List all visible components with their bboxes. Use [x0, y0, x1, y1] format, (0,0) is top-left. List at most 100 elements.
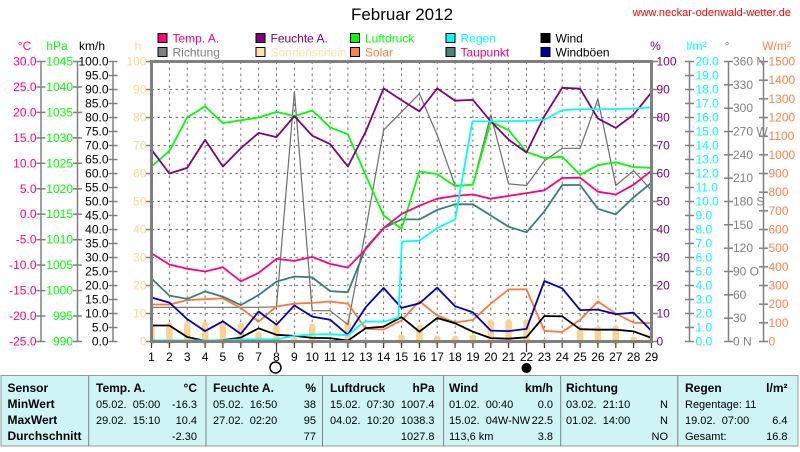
svg-text:3.0: 3.0: [696, 293, 713, 307]
svg-text:5.0: 5.0: [20, 182, 37, 196]
svg-text:30.0: 30.0: [13, 55, 37, 69]
svg-text:1005: 1005: [46, 258, 73, 272]
svg-text:Februar 2012: Februar 2012: [351, 5, 453, 24]
svg-text:%: %: [650, 39, 661, 53]
svg-text:28: 28: [627, 350, 641, 364]
svg-text:400: 400: [769, 260, 789, 274]
svg-text:700: 700: [769, 204, 789, 218]
svg-text:15: 15: [395, 350, 409, 364]
svg-text:-20.0: -20.0: [9, 309, 37, 323]
svg-text:-16.3: -16.3: [172, 399, 197, 411]
svg-text:14.0: 14.0: [696, 139, 720, 153]
svg-text:300: 300: [733, 101, 753, 115]
svg-text:h: h: [135, 39, 142, 53]
svg-text:1000: 1000: [46, 284, 73, 298]
svg-text:Wind: Wind: [556, 32, 583, 46]
svg-text:1000: 1000: [769, 148, 796, 162]
svg-text:6.4: 6.4: [772, 415, 787, 427]
svg-text:1.0: 1.0: [696, 321, 713, 335]
svg-text:100: 100: [657, 55, 677, 69]
svg-text:1: 1: [148, 350, 155, 364]
svg-text:10: 10: [306, 350, 320, 364]
svg-text:Feuchte A.: Feuchte A.: [271, 32, 328, 46]
svg-text:60: 60: [657, 167, 671, 181]
svg-text:1400: 1400: [769, 73, 796, 87]
svg-text:Regen: Regen: [685, 381, 722, 395]
svg-text:23: 23: [538, 350, 552, 364]
svg-text:15.02. 07:30: 15.02. 07:30: [330, 399, 394, 411]
svg-text:50: 50: [657, 195, 671, 209]
svg-text:-2.30: -2.30: [172, 431, 197, 443]
svg-text:l/m²: l/m²: [766, 381, 787, 395]
svg-text:20.0: 20.0: [13, 105, 37, 119]
svg-text:100.0: 100.0: [78, 55, 108, 69]
svg-text:l/m²: l/m²: [687, 39, 707, 53]
svg-text:30: 30: [133, 251, 147, 265]
svg-text:10.0: 10.0: [696, 195, 720, 209]
svg-text:90: 90: [133, 83, 147, 97]
svg-text:90 O: 90 O: [733, 265, 759, 279]
svg-text:Wind: Wind: [449, 381, 478, 395]
svg-text:360 N: 360 N: [733, 55, 765, 69]
svg-text:30.0: 30.0: [85, 251, 109, 265]
svg-text:3.8: 3.8: [538, 431, 553, 443]
svg-text:1040: 1040: [46, 80, 73, 94]
svg-text:24: 24: [556, 350, 570, 364]
svg-text:300: 300: [769, 279, 789, 293]
svg-text:150: 150: [733, 218, 753, 232]
svg-text:km/h: km/h: [79, 39, 105, 53]
svg-text:1015: 1015: [46, 207, 73, 221]
svg-text:03.02. 21:10: 03.02. 21:10: [566, 399, 630, 411]
svg-text:270 W: 270 W: [733, 125, 768, 139]
svg-text:04.02. 10:20: 04.02. 10:20: [330, 415, 394, 427]
svg-text:38: 38: [304, 399, 316, 411]
svg-text:80: 80: [133, 111, 147, 125]
svg-text:1030: 1030: [46, 131, 73, 145]
svg-text:35.0: 35.0: [85, 237, 109, 251]
svg-text:9.0: 9.0: [696, 209, 713, 223]
svg-text:330: 330: [733, 78, 753, 92]
svg-text:25.0: 25.0: [85, 265, 109, 279]
svg-text:2: 2: [166, 350, 173, 364]
svg-text:0: 0: [769, 335, 776, 349]
svg-text:70: 70: [657, 139, 671, 153]
svg-text:95.0: 95.0: [85, 69, 109, 83]
svg-text:60: 60: [133, 167, 147, 181]
svg-text:Luftdruck: Luftdruck: [330, 381, 386, 395]
svg-text:0.0: 0.0: [20, 207, 37, 221]
svg-text:55.0: 55.0: [85, 181, 109, 195]
svg-text:Taupunkt: Taupunkt: [461, 46, 510, 60]
svg-text:1100: 1100: [769, 129, 795, 143]
svg-text:10.0: 10.0: [13, 156, 37, 170]
svg-text:Windböen: Windböen: [556, 46, 610, 60]
svg-text:Durchschnitt: Durchschnitt: [8, 429, 82, 443]
svg-text:17: 17: [431, 350, 445, 364]
svg-text:%: %: [305, 381, 316, 395]
svg-text:15.0: 15.0: [85, 293, 109, 307]
svg-text:1007.4: 1007.4: [401, 399, 435, 411]
svg-text:Sensor: Sensor: [8, 381, 49, 395]
svg-text:Richtung: Richtung: [566, 381, 618, 395]
svg-text:90.0: 90.0: [85, 83, 109, 97]
svg-text:-15.0: -15.0: [9, 284, 37, 298]
svg-text:95: 95: [304, 415, 316, 427]
svg-text:25: 25: [573, 350, 587, 364]
svg-text:19: 19: [466, 350, 480, 364]
svg-text:20: 20: [133, 279, 147, 293]
svg-text:km/h: km/h: [525, 381, 553, 395]
svg-text:1200: 1200: [769, 111, 796, 125]
svg-text:20: 20: [657, 279, 671, 293]
svg-text:80.0: 80.0: [85, 111, 109, 125]
svg-text:800: 800: [769, 185, 789, 199]
svg-text:77: 77: [304, 431, 316, 443]
svg-text:1300: 1300: [769, 92, 796, 106]
svg-text:-25.0: -25.0: [9, 335, 37, 349]
svg-text:6.0: 6.0: [696, 251, 713, 265]
svg-text:45.0: 45.0: [85, 209, 109, 223]
svg-text:20.0: 20.0: [85, 279, 109, 293]
svg-text:27.02. 02:20: 27.02. 02:20: [213, 415, 277, 427]
svg-text:85.0: 85.0: [85, 97, 109, 111]
svg-text:3: 3: [184, 350, 191, 364]
svg-text:W/m²: W/m²: [762, 39, 791, 53]
svg-text:6: 6: [237, 350, 244, 364]
